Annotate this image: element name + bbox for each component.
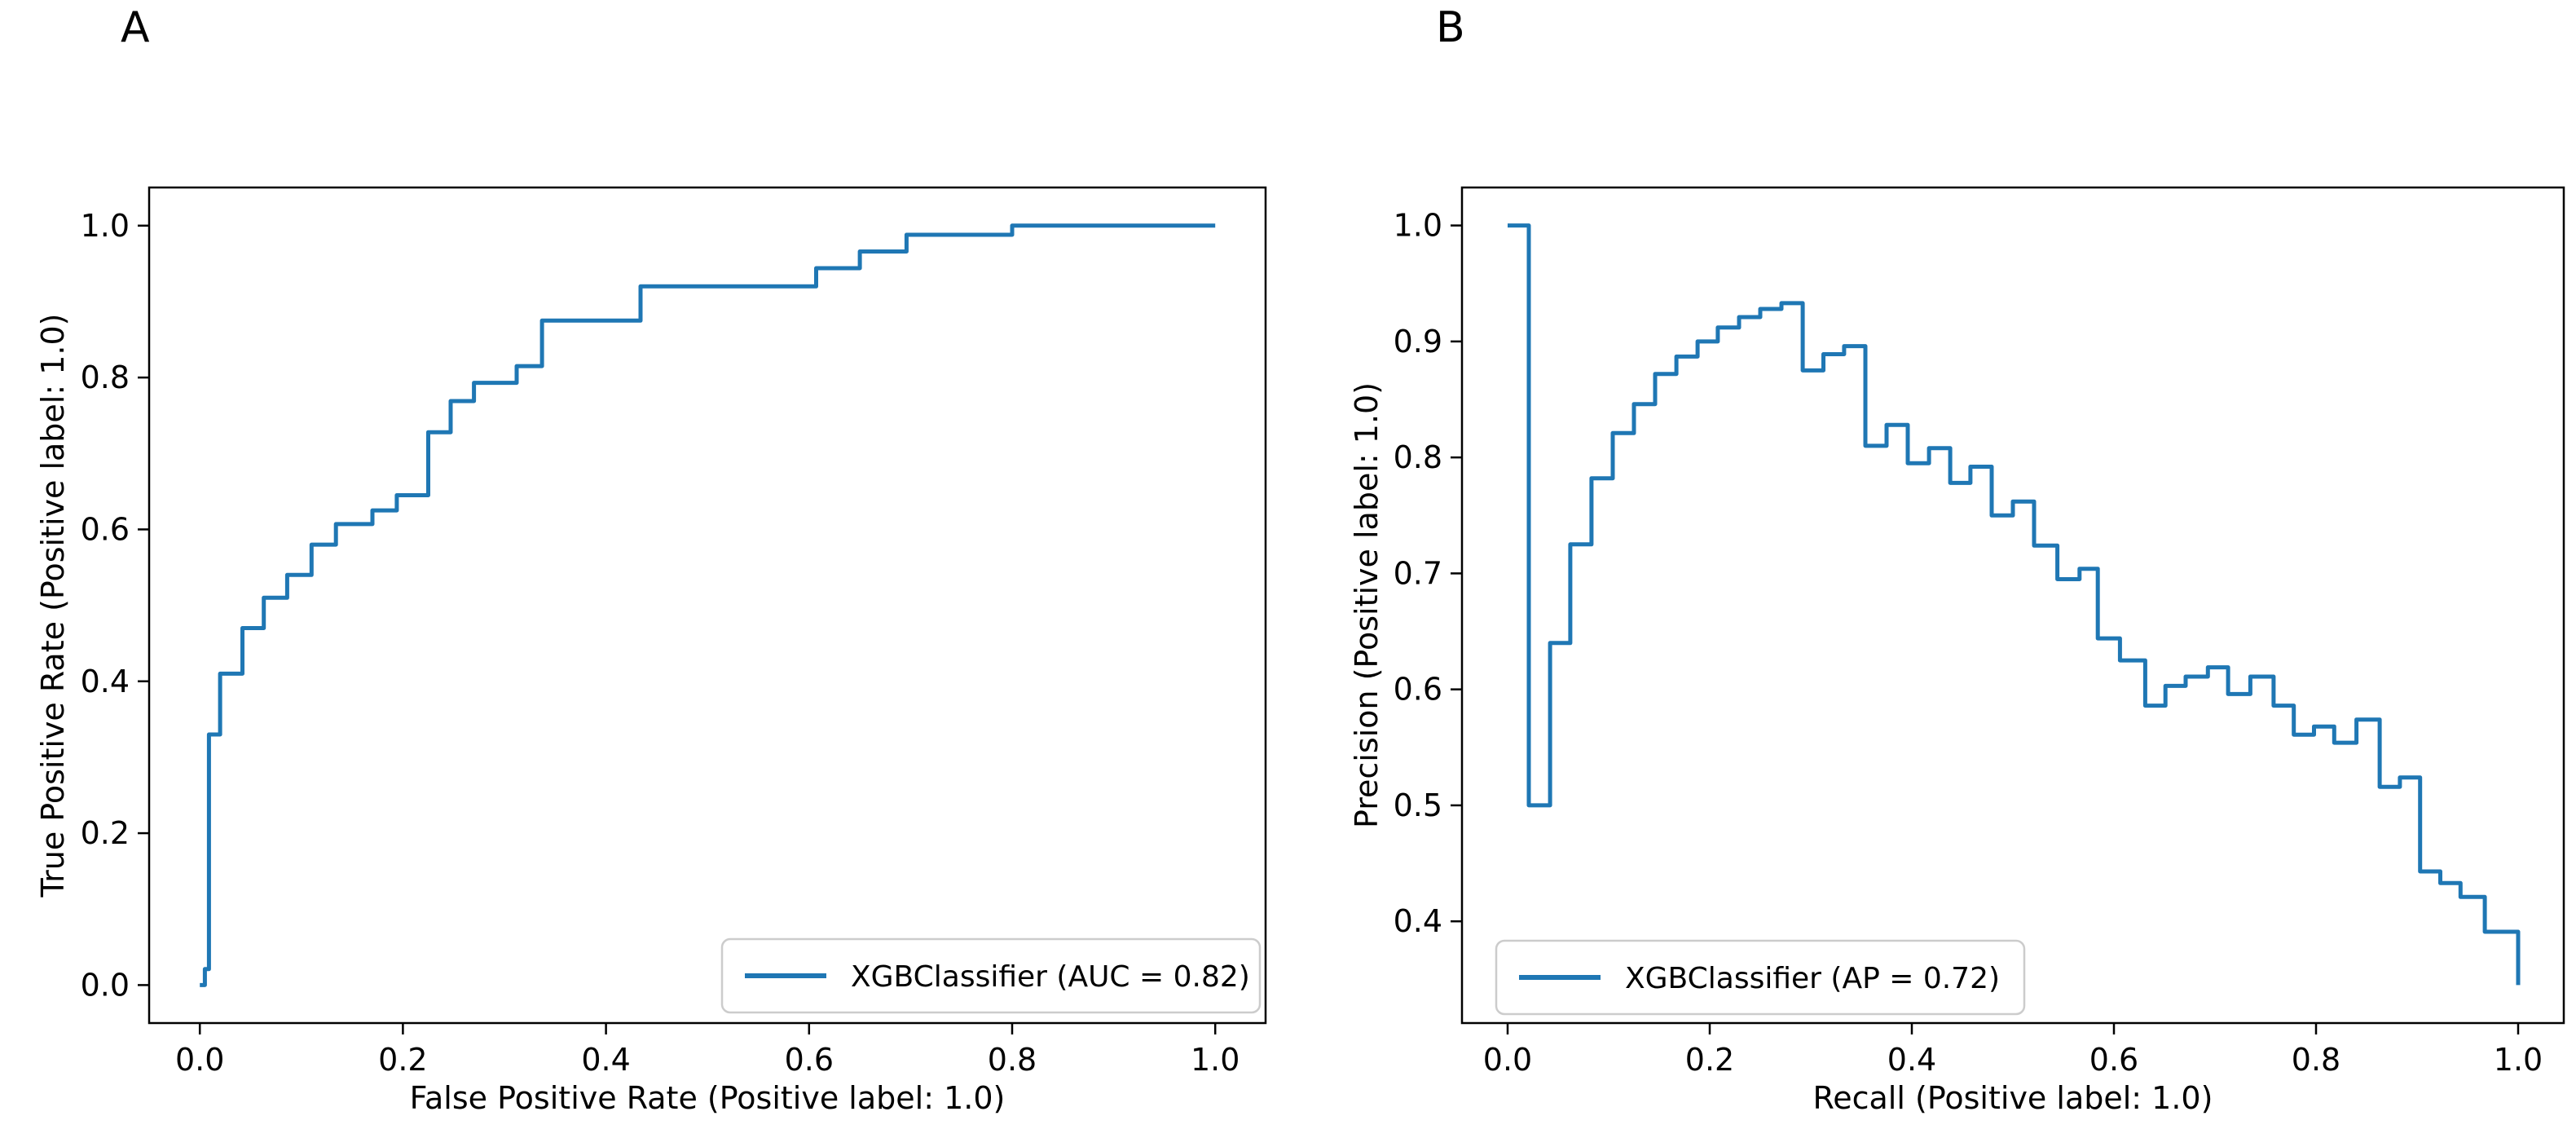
x-axis-tick-label: 0.8 bbox=[988, 1042, 1037, 1078]
x-axis-tick-label: 0.4 bbox=[581, 1042, 630, 1078]
y-axis-tick-label: 0.8 bbox=[1394, 439, 1442, 475]
y-axis-tick-label: 1.0 bbox=[81, 208, 130, 244]
x-axis-title: False Positive Rate (Positive label: 1.0… bbox=[410, 1080, 1006, 1116]
x-axis-title: Recall (Positive label: 1.0) bbox=[1813, 1080, 2213, 1116]
x-axis-tick-label: 0.2 bbox=[378, 1042, 427, 1078]
y-axis-tick-label: 0.5 bbox=[1394, 787, 1442, 823]
axes-spines bbox=[148, 186, 1267, 1025]
y-axis-tick-label: 0.6 bbox=[81, 511, 130, 547]
panel-label-a: A bbox=[121, 3, 150, 52]
y-axis-tick-label: 0.0 bbox=[81, 967, 130, 1003]
y-axis-tick-label: 0.4 bbox=[81, 664, 130, 699]
x-axis-tick-label: 0.2 bbox=[1685, 1042, 1734, 1078]
x-axis-tick-label: 0.0 bbox=[175, 1042, 224, 1078]
y-axis-tick-label: 0.6 bbox=[1394, 672, 1442, 708]
y-axis-tick-label: 0.9 bbox=[1394, 324, 1442, 359]
legend-box bbox=[1495, 939, 2026, 1016]
x-axis-tick-label: 1.0 bbox=[1191, 1042, 1240, 1078]
panel-label-b: B bbox=[1436, 3, 1465, 52]
y-axis-title: Precision (Positive label: 1.0) bbox=[1349, 382, 1385, 828]
x-axis-tick-label: 0.6 bbox=[2089, 1042, 2138, 1078]
x-axis-tick-label: 0.0 bbox=[1483, 1042, 1532, 1078]
legend-box bbox=[720, 937, 1262, 1014]
axes-spines bbox=[1460, 186, 2565, 1025]
y-axis-tick-label: 0.7 bbox=[1394, 555, 1442, 591]
legend-label: XGBClassifier (AUC = 0.82) bbox=[851, 960, 1250, 994]
legend-label: XGBClassifier (AP = 0.72) bbox=[1625, 962, 2000, 995]
y-axis-tick-label: 1.0 bbox=[1394, 208, 1442, 244]
x-axis-tick-label: 0.8 bbox=[2292, 1042, 2340, 1078]
precision-recall-curve-line bbox=[1508, 223, 2521, 986]
y-axis-title: True Positive Rate (Positive label: 1.0) bbox=[35, 313, 71, 898]
x-axis-tick-label: 0.4 bbox=[1887, 1042, 1936, 1078]
y-axis-tick-label: 0.2 bbox=[81, 815, 130, 851]
y-axis-tick-label: 0.8 bbox=[81, 359, 130, 395]
x-axis-tick-label: 0.6 bbox=[785, 1042, 834, 1078]
roc-curve-line bbox=[200, 223, 1216, 987]
x-axis-tick-label: 1.0 bbox=[2494, 1042, 2543, 1078]
y-axis-tick-label: 0.4 bbox=[1394, 903, 1442, 939]
